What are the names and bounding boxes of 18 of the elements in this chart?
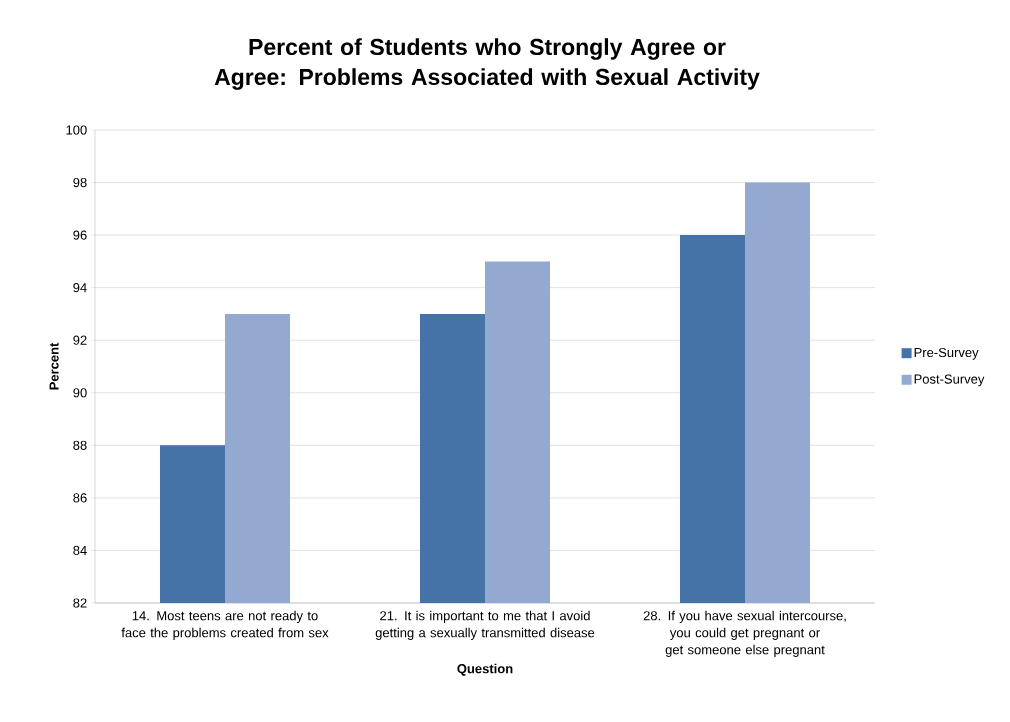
y-tick-label: 100 [66, 125, 87, 135]
x-axis-title: Question [457, 663, 513, 676]
y-tick-label: 86 [73, 493, 87, 503]
chart-title: Percent of Students who Strongly Agree or Agree: Problems Associated with Sexual Activity [214, 38, 760, 90]
legend-label: Pre-Survey [914, 347, 979, 360]
y-tick-label: 94 [73, 283, 87, 293]
x-tick-label: 21. It is important to me that I avoid getting a sexually transmitted disease [375, 610, 595, 640]
y-tick-label: 82 [73, 598, 87, 608]
y-tick-label: 88 [73, 440, 87, 450]
x-tick-label: 28. If you have sexual intercourse, you could get pregnant or get someone else pregnant [643, 610, 846, 657]
y-tick-label: 92 [73, 335, 87, 345]
y-axis-title: Percent [49, 342, 59, 390]
y-tick-label: 90 [73, 388, 87, 398]
y-tick-label: 98 [73, 177, 87, 188]
legend-label: Post-Survey [914, 374, 985, 387]
y-tick-label: 96 [73, 230, 87, 240]
y-tick-label: 84 [73, 545, 87, 556]
x-tick-label: 14. Most teens are not ready to face the problems created from sex [121, 610, 329, 640]
